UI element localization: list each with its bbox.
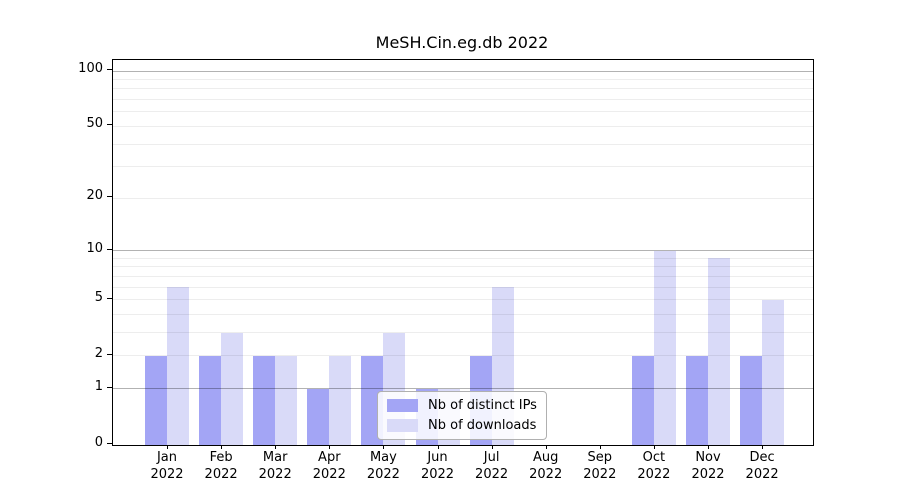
bar-downloads-dec: [762, 299, 785, 445]
bar-distinct-ips-dec: [740, 355, 763, 445]
month-label: Jun: [427, 450, 448, 465]
month-label: Oct: [642, 450, 666, 465]
legend-item: Nb of distinct IPs: [387, 397, 537, 414]
month-label: Dec: [749, 450, 775, 465]
bar-distinct-ips-nov: [686, 355, 708, 445]
bar-distinct-ips-feb: [199, 355, 222, 445]
bar-distinct-ips-oct: [631, 355, 654, 445]
x-tick-mark: [167, 445, 168, 449]
y-tick-mark: [107, 297, 112, 299]
month-label: Aug: [532, 450, 559, 465]
year-label: 2022: [637, 467, 671, 482]
bars-layer: [113, 60, 813, 445]
y-axis-tick-label: 50: [86, 116, 103, 132]
y-axis-tick-label: 0: [94, 435, 103, 450]
x-tick-mark: [275, 445, 277, 449]
bar-downloads-feb: [221, 332, 244, 445]
x-axis-tick-label-sep: Sep 2022: [568, 449, 632, 483]
x-tick-mark: [221, 445, 223, 449]
month-label: Nov: [695, 450, 721, 465]
year-label: 2022: [258, 467, 292, 482]
y-tick-mark: [107, 386, 112, 388]
x-tick-mark: [329, 445, 331, 449]
bar-downloads-jan: [167, 287, 189, 445]
month-label: Mar: [262, 450, 288, 465]
bar-downloads-oct: [653, 250, 676, 445]
year-label: 2022: [204, 467, 238, 482]
y-tick-mark: [107, 196, 112, 198]
year-label: 2022: [583, 467, 617, 482]
legend-label: Nb of downloads: [428, 418, 537, 433]
bar-downloads-mar: [275, 355, 298, 445]
y-tick-mark: [107, 443, 112, 444]
x-tick-mark: [599, 445, 601, 449]
bar-distinct-ips-mar: [253, 355, 276, 445]
x-axis-tick-label-feb: Feb 2022: [189, 449, 253, 483]
x-axis-tick-label-dec: Dec 2022: [730, 449, 794, 483]
x-tick-mark: [491, 445, 493, 449]
x-tick-mark: [383, 445, 385, 449]
y-axis-tick-label: 20: [86, 188, 103, 204]
year-label: 2022: [529, 467, 563, 482]
plot-area: Nb of distinct IPs Nb of downloads: [112, 59, 814, 446]
year-label: 2022: [312, 467, 346, 482]
y-tick-mark: [107, 353, 112, 355]
legend-swatch-downloads: [387, 419, 418, 432]
year-label: 2022: [691, 467, 725, 482]
month-label: May: [369, 450, 397, 465]
y-axis-tick-label: 1: [94, 378, 103, 394]
month-label: Sep: [587, 450, 613, 465]
x-axis-tick-label-apr: Apr 2022: [297, 449, 361, 483]
x-axis-tick-label-jun: Jun 2022: [406, 449, 470, 483]
x-axis-tick-label-oct: Oct 2022: [622, 449, 686, 483]
y-tick-mark: [107, 248, 112, 250]
bar-distinct-ips-jan: [145, 355, 167, 445]
bar-downloads-apr: [329, 355, 352, 445]
x-tick-mark: [653, 445, 655, 449]
legend-label: Nb of distinct IPs: [428, 398, 537, 413]
y-axis-tick-label: 10: [86, 240, 103, 256]
x-axis-tick-label-aug: Aug 2022: [514, 449, 578, 483]
month-label: Apr: [318, 450, 341, 465]
chart-title: MeSH.Cin.eg.db 2022: [375, 33, 549, 52]
y-tick-mark: [107, 69, 112, 70]
year-label: 2022: [366, 467, 400, 482]
year-label: 2022: [475, 467, 509, 482]
y-tick-mark: [107, 124, 112, 126]
x-tick-mark: [545, 445, 547, 449]
x-tick-mark: [437, 445, 439, 449]
x-tick-mark: [762, 445, 764, 449]
month-label: Jan: [156, 450, 178, 465]
x-axis-tick-label-nov: Nov 2022: [676, 449, 740, 483]
x-axis-tick-label-jul: Jul 2022: [460, 449, 524, 483]
legend-item: Nb of downloads: [387, 417, 537, 434]
bar-distinct-ips-apr: [307, 388, 330, 445]
year-label: 2022: [420, 467, 455, 482]
month-label: Feb: [209, 450, 233, 465]
legend: Nb of distinct IPs Nb of downloads: [377, 391, 547, 440]
y-axis-tick-label: 5: [94, 289, 103, 305]
bar-downloads-nov: [708, 258, 730, 445]
y-axis-tick-label: 2: [94, 345, 103, 361]
y-axis-tick-label: 100: [78, 61, 103, 76]
x-axis-tick-label-may: May 2022: [351, 449, 415, 483]
year-label: 2022: [150, 467, 184, 482]
x-tick-mark: [708, 445, 709, 449]
year-label: 2022: [745, 467, 779, 482]
x-axis-tick-label-mar: Mar 2022: [243, 449, 307, 483]
month-label: Jul: [483, 450, 500, 465]
legend-swatch-distinct-ips: [387, 399, 418, 412]
x-axis-tick-label-jan: Jan 2022: [135, 449, 199, 483]
